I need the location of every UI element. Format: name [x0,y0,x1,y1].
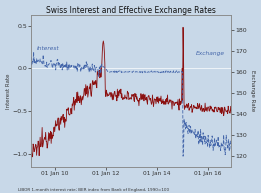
Text: Interest: Interest [37,46,59,51]
Y-axis label: Interest Rate: Interest Rate [5,73,10,109]
Text: LIBOR 1-month interest rate; BER index from Bank of England, 1990=100: LIBOR 1-month interest rate; BER index f… [18,188,169,192]
Y-axis label: Exchange Rate: Exchange Rate [251,70,256,112]
Title: Swiss Interest and Effective Exchange Rates: Swiss Interest and Effective Exchange Ra… [46,6,216,14]
Text: Exchange: Exchange [196,51,225,56]
